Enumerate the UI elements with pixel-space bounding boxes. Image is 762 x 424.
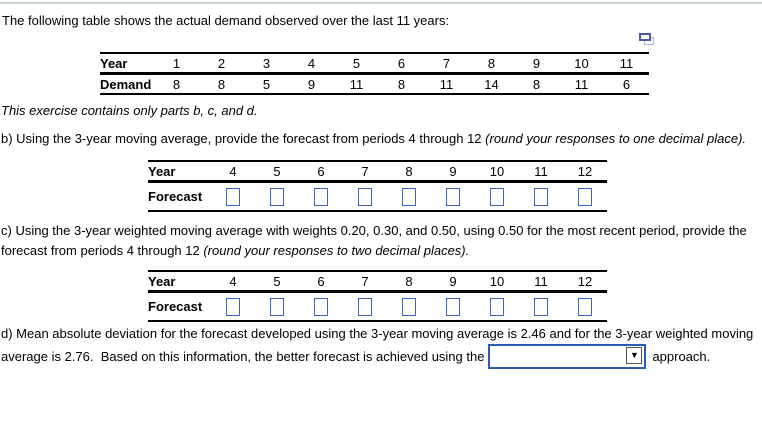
demand-value-cell: 8 [397, 76, 406, 92]
forecast-input-b-9[interactable] [446, 187, 460, 206]
intro-text: The following table shows the actual dem… [2, 13, 450, 28]
forecast-input-c-11[interactable] [534, 297, 548, 316]
forecast-input-b-7[interactable] [358, 187, 372, 206]
year-header-cell: 8 [387, 271, 431, 293]
part-d-line1: d) Mean absolute deviation for the forec… [1, 326, 754, 341]
part-b-prompt: b) Using the 3-year moving average, prov… [1, 129, 746, 149]
year-row-label: Year [148, 271, 211, 293]
part-c-prompt-line1: c) Using the 3-year weighted moving aver… [1, 223, 747, 238]
better-forecast-dropdown[interactable]: ▼ [488, 343, 647, 369]
year-header-cell: 12 [563, 161, 607, 183]
demand-value-cell: 8 [217, 76, 226, 92]
part-d-line2: average is 2.76. Based on this informati… [0, 343, 762, 369]
year-header-cell: 7 [343, 161, 387, 183]
year-row-label: Year [148, 161, 211, 183]
year-header-cell: 4 [289, 53, 334, 75]
demand-value-cell: 6 [622, 76, 631, 92]
popout-front-square [639, 33, 651, 41]
forecast-input-c-9[interactable] [446, 297, 460, 316]
demand-value-cell: 14 [484, 76, 499, 92]
year-header-cell: 10 [475, 271, 519, 293]
year-row: Year 4 5 6 7 8 9 10 11 12 [148, 161, 607, 183]
part-d-line2-text: average is 2.76. Based on this informati… [1, 348, 485, 364]
year-header-cell: 6 [299, 161, 343, 183]
year-row: Year 1 2 3 4 5 6 7 8 9 10 11 [100, 53, 649, 75]
dropdown-selected-value [494, 349, 622, 365]
year-header-cell: 8 [469, 53, 514, 75]
demand-value-cell: 8 [532, 76, 541, 92]
demand-row: Demand 8 8 5 9 11 8 11 14 8 11 6 [100, 74, 649, 95]
year-header-cell: 11 [604, 53, 649, 75]
part-c-prompt-italic: (round your responses to two decimal pla… [203, 243, 470, 258]
forecast-input-c-8[interactable] [402, 297, 416, 316]
year-header-cell: 9 [431, 271, 475, 293]
forecast-input-b-5[interactable] [270, 187, 284, 206]
part-c-forecast-table: Year 4 5 6 7 8 9 10 11 12 Forecast [148, 270, 607, 322]
year-header-cell: 10 [559, 53, 604, 75]
forecast-row-label: Forecast [148, 189, 203, 204]
part-c-prompt-line2-text: forecast from periods 4 through 12 [1, 243, 204, 258]
year-row: Year 4 5 6 7 8 9 10 11 12 [148, 271, 607, 293]
demand-value-cell: 9 [307, 76, 316, 92]
forecast-input-c-7[interactable] [358, 297, 372, 316]
forecast-input-b-11[interactable] [534, 187, 548, 206]
year-header-cell: 11 [519, 161, 563, 183]
part-b-prompt-italic: (round your responses to one decimal pla… [485, 131, 747, 146]
exercise-note: This exercise contains only parts b, c, … [1, 103, 258, 118]
year-header-cell: 10 [475, 161, 519, 183]
forecast-input-b-6[interactable] [314, 187, 328, 206]
demand-value-cell: 11 [574, 76, 589, 92]
forecast-input-c-4[interactable] [226, 297, 240, 316]
forecast-input-b-8[interactable] [402, 187, 416, 206]
forecast-row-label: Forecast [148, 299, 203, 314]
year-header-cell: 5 [255, 271, 299, 293]
year-header-cell: 1 [154, 53, 199, 75]
year-header-cell: 11 [519, 271, 563, 293]
forecast-input-b-4[interactable] [226, 187, 240, 206]
popout-table-icon[interactable] [639, 32, 656, 47]
demand-value-cell: 5 [262, 76, 271, 92]
year-header-cell: 9 [431, 161, 475, 183]
part-c-prompt: c) Using the 3-year weighted moving aver… [1, 221, 747, 261]
dropdown-arrow-icon[interactable]: ▼ [626, 346, 643, 364]
year-header-cell: 7 [424, 53, 469, 75]
forecast-row: Forecast [148, 182, 607, 212]
part-b-prompt-text: b) Using the 3-year moving average, prov… [1, 131, 486, 146]
part-d-approach-text: approach. [652, 348, 711, 364]
top-divider [0, 2, 762, 4]
year-header-cell: 8 [387, 161, 431, 183]
part-b-forecast-table: Year 4 5 6 7 8 9 10 11 12 Forecast [148, 160, 607, 212]
year-header-cell: 5 [334, 53, 379, 75]
demand-table: Year 1 2 3 4 5 6 7 8 9 10 11 Demand 8 8 … [100, 52, 649, 95]
year-header-cell: 4 [211, 161, 255, 183]
year-header-cell: 5 [255, 161, 299, 183]
year-header-cell: 6 [379, 53, 424, 75]
part-d-prompt: d) Mean absolute deviation for the forec… [0, 326, 762, 369]
demand-value-cell: 11 [349, 76, 364, 92]
forecast-input-c-10[interactable] [490, 297, 504, 316]
year-row-label: Year [100, 53, 154, 75]
forecast-input-c-5[interactable] [270, 297, 284, 316]
demand-value-cell: 11 [439, 76, 454, 92]
forecast-input-b-12[interactable] [578, 187, 592, 206]
demand-row-label: Demand [100, 76, 152, 92]
year-header-cell: 12 [563, 271, 607, 293]
forecast-row: Forecast [148, 292, 607, 322]
year-header-cell: 7 [343, 271, 387, 293]
forecast-input-c-6[interactable] [314, 297, 328, 316]
forecast-input-b-10[interactable] [490, 187, 504, 206]
year-header-cell: 4 [211, 271, 255, 293]
demand-value-cell: 8 [172, 76, 181, 92]
year-header-cell: 9 [514, 53, 559, 75]
year-header-cell: 6 [299, 271, 343, 293]
year-header-cell: 3 [244, 53, 289, 75]
part-c-prompt-line2: forecast from periods 4 through 12 (roun… [1, 241, 747, 261]
forecast-input-c-12[interactable] [578, 297, 592, 316]
year-header-cell: 2 [199, 53, 244, 75]
